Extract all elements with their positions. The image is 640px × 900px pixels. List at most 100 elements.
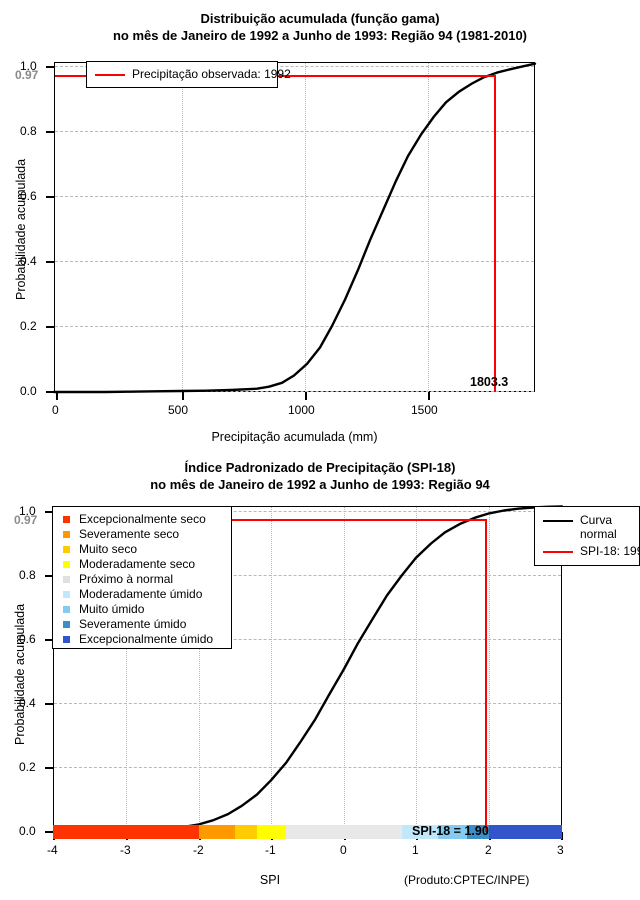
top-ytick-1.0 xyxy=(46,66,54,68)
bottom-xtick-label--4: -4 xyxy=(47,843,58,857)
top-xtick-1000 xyxy=(305,392,307,400)
cbar-seg-excepcionalmente-seco xyxy=(53,825,199,839)
bottom-gridline-v-1 xyxy=(416,507,417,832)
bottom-ytick-0.6 xyxy=(45,639,53,641)
bottom-yaxis-title: Probabilidade acumulada xyxy=(13,603,27,745)
bottom-xtick-label--1: -1 xyxy=(265,843,276,857)
bottom-xtick-label-3: 3 xyxy=(557,843,564,857)
bottom-probability-label: 0.97 xyxy=(14,513,38,527)
top-ytick-0.6 xyxy=(46,196,54,198)
top-xtick-label-1000: 1000 xyxy=(288,403,315,417)
legend-class-item: Moderadamente seco xyxy=(53,557,231,572)
bottom-xtick-label-2: 2 xyxy=(485,843,492,857)
class-color-swatch-icon xyxy=(63,591,70,598)
class-color-swatch-icon xyxy=(63,606,70,613)
top-ytick-0.4 xyxy=(46,261,54,263)
legend-class-label: Excepcionalmente seco xyxy=(79,512,206,526)
top-ytick-label-0.8: 0.8 xyxy=(20,124,37,138)
cbar-seg-moderadamente-seco xyxy=(257,825,286,839)
legend-item-label: Precipitação observada: 1992 xyxy=(132,67,291,81)
legend-class-label: Próximo à normal xyxy=(79,572,174,586)
top-ytick-label-0.6: 0.6 xyxy=(20,189,37,203)
bottom-gridline-h-1.0 xyxy=(54,511,561,512)
top-xtick-500 xyxy=(182,392,184,400)
top-gridline-v-1500 xyxy=(428,63,429,392)
bottom-ytick-label-0.8: 0.8 xyxy=(19,568,36,582)
top-xtick-label-0: 0 xyxy=(52,403,59,417)
legend-class-item: Excepcionalmente seco xyxy=(53,512,231,527)
bottom-red-horizontal-line xyxy=(54,519,486,521)
red-line-swatch-icon xyxy=(543,550,573,553)
top-chart-legend: Precipitação observada: 1992 xyxy=(86,61,291,88)
spi-value-label: SPI-18 = 1.90 xyxy=(412,824,489,838)
legend-item-spi-1992: SPI-18: 1992 xyxy=(535,544,640,559)
bottom-gridline-h-0.2 xyxy=(54,767,561,768)
top-ytick-label-0.2: 0.2 xyxy=(20,319,37,333)
bottom-xtick-label--3: -3 xyxy=(120,843,131,857)
bottom-xtick-label-0: 0 xyxy=(340,843,347,857)
top-xtick-label-1500: 1500 xyxy=(411,403,438,417)
class-color-swatch-icon xyxy=(63,636,70,643)
cbar-seg-muito-umido xyxy=(438,825,467,839)
spi-curve-legend: Curva normal SPI-18: 1992 xyxy=(534,506,640,566)
bottom-gridline-v--3 xyxy=(126,507,127,832)
legend-class-label: Excepcionalmente úmido xyxy=(79,632,214,646)
cbar-seg-excepcionalmente-umido xyxy=(489,825,562,839)
gamma-cdf-curve xyxy=(52,62,537,394)
bottom-ytick-label-1.0: 1.0 xyxy=(19,504,36,518)
top-ytick-label-1.0: 1.0 xyxy=(20,59,37,73)
top-probability-label: 0.97 xyxy=(15,68,39,82)
bottom-ytick-0.8 xyxy=(45,575,53,577)
bottom-chart-title-line1: Índice Padronizado de Precipitação (SPI-… xyxy=(184,460,456,475)
bottom-gridline-h-0.6 xyxy=(54,639,561,640)
bottom-ytick-0.4 xyxy=(45,703,53,705)
bottom-gridline-h-0.4 xyxy=(54,703,561,704)
bottom-ytick-label-0.2: 0.2 xyxy=(19,760,36,774)
legend-class-item: Severamente seco xyxy=(53,527,231,542)
top-gridline-v-1000 xyxy=(305,63,306,392)
legend-class-label: Moderadamente úmido xyxy=(79,587,203,601)
bottom-ytick-0.2 xyxy=(45,767,53,769)
cbar-seg-severamente-umido xyxy=(467,825,489,839)
bottom-xtick-label--2: -2 xyxy=(193,843,204,857)
bottom-ytick-label-0.6: 0.6 xyxy=(19,632,36,646)
bottom-xaxis-title: SPI xyxy=(259,873,281,887)
cbar-seg-proximo-a-normal xyxy=(286,825,402,839)
top-gridline-h-1.0 xyxy=(55,66,534,67)
legend-item-label: Curva normal xyxy=(580,513,617,541)
bottom-red-vertical-line xyxy=(485,519,487,832)
legend-class-item: Moderadamente úmido xyxy=(53,587,231,602)
legend-class-label: Severamente úmido xyxy=(79,617,187,631)
top-xtick-1500 xyxy=(428,392,430,400)
legend-class-item: Muito seco xyxy=(53,542,231,557)
top-xaxis-title: Precipitação acumulada (mm) xyxy=(211,430,378,444)
legend-class-label: Severamente seco xyxy=(79,527,180,541)
bottom-ytick-0.0 xyxy=(45,831,53,833)
legend-class-item: Muito úmido xyxy=(53,602,231,617)
red-line-swatch-icon xyxy=(95,73,125,76)
top-plot-frame xyxy=(54,62,535,392)
legend-class-item: Severamente úmido xyxy=(53,617,231,632)
top-ytick-label-0.0: 0.0 xyxy=(20,384,37,398)
black-line-swatch-icon xyxy=(543,520,573,522)
top-ytick-0.2 xyxy=(46,326,54,328)
cbar-seg-severamente-seco xyxy=(199,825,235,839)
legend-class-item: Excepcionalmente úmido xyxy=(53,632,231,647)
bottom-ytick-1.0 xyxy=(45,511,53,513)
legend-class-item: Próximo à normal xyxy=(53,572,231,587)
top-chart-title-line1: Distribuição acumulada (função gama) xyxy=(200,11,440,26)
bottom-xtick-label-1: 1 xyxy=(412,843,419,857)
top-yaxis-title: Probabilidade acumulada xyxy=(14,158,28,300)
legend-class-label: Muito úmido xyxy=(79,602,145,616)
top-gridline-h-0.2 xyxy=(55,326,534,327)
bottom-gridline-v--1 xyxy=(271,507,272,832)
top-ytick-0.0 xyxy=(46,391,54,393)
top-gridline-v-500 xyxy=(182,63,183,392)
normal-cdf-curve xyxy=(51,505,564,834)
product-credit: (Produto:CPTEC/INPE) xyxy=(404,873,530,887)
top-ytick-label-0.4: 0.4 xyxy=(20,254,37,268)
cbar-seg-moderadamente-umido xyxy=(402,825,438,839)
top-xtick-label-500: 500 xyxy=(168,403,189,417)
top-ytick-0.8 xyxy=(46,131,54,133)
